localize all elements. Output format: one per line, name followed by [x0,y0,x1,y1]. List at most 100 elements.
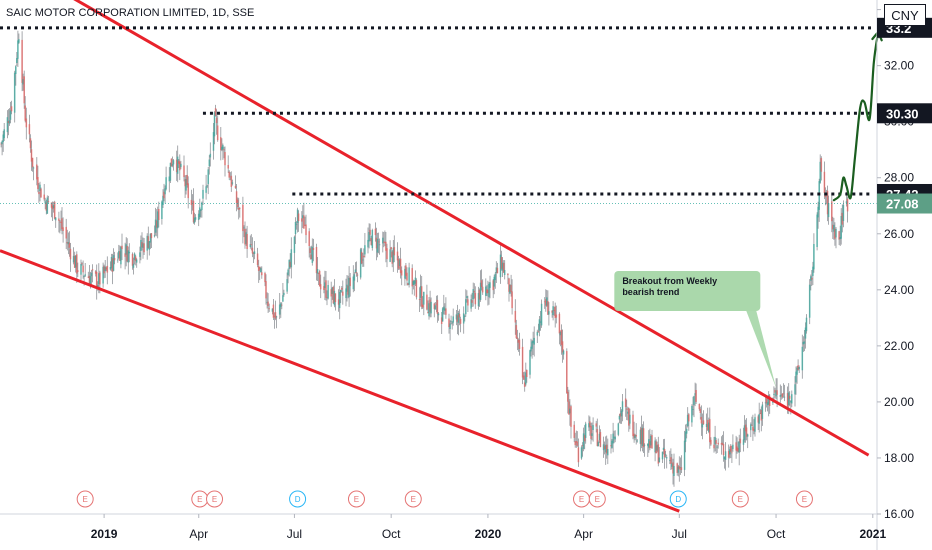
candle-body [360,251,363,264]
candle-body [398,259,401,266]
candle-body [399,258,402,274]
candle-body [516,337,519,340]
candle-body [311,246,314,263]
candle-body [722,443,725,455]
candle-body [702,420,705,425]
candle-body [222,145,224,150]
trend-lines-layer [0,0,870,513]
candle-body [634,435,636,439]
candle-body [192,200,195,223]
candle-body [234,185,237,189]
x-tick-label: Oct [767,527,786,541]
candle-body [522,375,525,380]
callout-text-line: Breakout from Weekly [622,276,717,286]
candle-body [436,299,439,314]
candle-body [290,249,293,268]
time-axis[interactable]: 2019 Apr Jul Oct 2020 Apr Jul Oct 2021 [91,514,887,541]
candle-body [613,436,615,438]
candle-body [781,393,784,398]
candle-body [363,255,365,258]
candle-body [554,306,556,318]
candle-body [625,408,628,410]
candle-body [44,201,46,204]
candle-body [378,244,381,246]
candle-body [17,40,19,59]
candle-body [201,202,203,210]
candle-body [6,117,9,133]
candle-body [405,265,407,276]
candle-body [654,440,656,453]
candle-body [532,341,534,343]
candle-body [169,162,172,181]
candle-body [283,292,285,295]
candle-body [610,445,612,447]
candle-body [68,242,71,248]
candle-body [744,424,747,432]
candle-body [244,228,246,245]
candle-body [737,447,739,452]
candle-body [265,281,267,299]
candle-body [289,261,291,268]
candle-body [293,236,296,253]
candle-body [32,167,35,169]
candle-body [567,391,569,402]
event-marker-earnings [731,490,749,508]
candle-body [429,299,431,312]
candle-body [230,175,233,187]
candle-body [245,232,247,244]
candle-body [826,190,829,215]
candle-body [280,303,282,307]
candle-body [496,267,499,274]
candle-body [253,251,256,254]
currency-badge[interactable]: CNY [884,4,926,26]
candle-body [120,247,122,265]
event-label: E [579,495,584,504]
projection-curve [832,30,880,202]
candle-body [617,423,620,435]
candle-body [18,39,20,43]
candle-body [142,243,144,248]
candle-body [582,433,585,449]
candle-body [555,314,558,318]
candle-body [67,242,70,245]
candle-body [759,413,762,414]
candle-body [243,227,245,229]
candle-body [839,237,841,240]
candle-body [148,241,151,250]
candle-body [465,299,467,315]
candle-body [611,440,613,448]
candle-body [309,248,311,254]
candle-body [297,213,300,221]
candle-body [349,277,351,287]
candle-body [592,425,594,430]
candle-body [8,120,11,124]
candle-body [301,218,303,222]
candle-body [323,286,325,290]
candle-body [421,304,424,308]
trend-line-1 [73,0,870,457]
candle-body [170,158,173,167]
candle-body [52,205,55,209]
candle-body [502,263,505,273]
candle-body [791,394,793,404]
candle-body [385,241,387,251]
candle-body [494,273,497,281]
candle-body [61,218,63,229]
candle-body [787,392,790,405]
candle-body [28,124,31,135]
candle-body [239,208,241,209]
candle-body [641,427,644,446]
candle-body [457,313,460,323]
candle-body [739,438,742,444]
candle-body [105,267,107,270]
candle-body [627,411,629,414]
candle-body [252,253,255,254]
candle-body [647,443,649,446]
candle-body [780,394,783,396]
candle-body [435,303,438,305]
candle-body [560,329,563,345]
candle-body [73,255,76,268]
candle-body [794,384,796,395]
candle-body [559,331,562,336]
